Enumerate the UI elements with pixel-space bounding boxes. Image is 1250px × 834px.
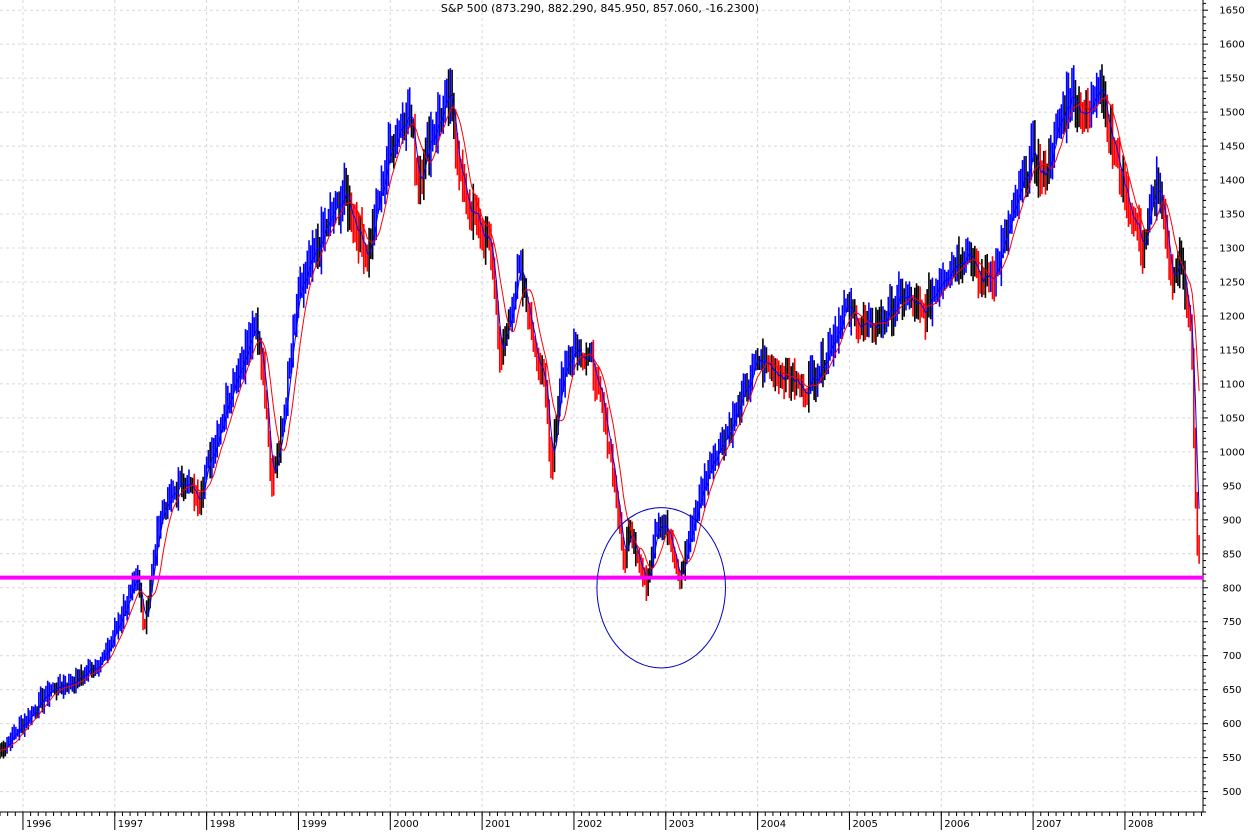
y-tick-label: 550 — [1222, 753, 1241, 764]
y-tick-label: 1550 — [1219, 74, 1244, 85]
x-axis: 1996 1997 1998 1999 2000 2001 2002 2003 2004 2005… — [0, 811, 1203, 830]
y-tick-label: 500 — [1222, 787, 1241, 798]
x-tick-label: 2002 — [577, 819, 602, 830]
moving-averages — [0, 88, 1200, 752]
x-tick-label: 2006 — [944, 819, 969, 830]
y-tick-label: 1500 — [1219, 108, 1244, 119]
y-tick-label: 1000 — [1219, 447, 1244, 458]
y-tick-label: 1600 — [1219, 40, 1244, 51]
moving-average-line — [0, 88, 1200, 752]
y-tick-label: 600 — [1222, 719, 1241, 730]
y-tick-label: 1050 — [1219, 413, 1244, 424]
x-tick-label: 1997 — [118, 819, 143, 830]
highlight-ellipse — [596, 507, 726, 669]
x-tick-label: 1998 — [210, 819, 235, 830]
y-tick-label: 850 — [1222, 549, 1241, 560]
y-tick-label: 1350 — [1219, 210, 1244, 221]
grid-lines — [0, 0, 1203, 812]
y-tick-label: 950 — [1222, 481, 1241, 492]
y-tick-label: 700 — [1222, 651, 1241, 662]
annotations — [0, 507, 1203, 669]
y-tick-label: 650 — [1222, 685, 1241, 696]
y-tick-label: 1250 — [1219, 277, 1244, 288]
x-tick-label: 1999 — [301, 819, 326, 830]
y-tick-label: 1150 — [1219, 345, 1244, 356]
moving-average-line — [0, 96, 1200, 752]
chart-title: S&P 500 (873.290, 882.290, 845.950, 857.… — [440, 2, 760, 15]
y-tick-label: 1100 — [1219, 379, 1244, 390]
x-tick-label: 2003 — [669, 819, 694, 830]
x-tick-label: 2001 — [485, 819, 510, 830]
x-tick-label: 2000 — [393, 819, 418, 830]
x-tick-label: 2004 — [761, 819, 786, 830]
y-tick-label: 1650 — [1219, 6, 1244, 17]
x-tick-label: 2007 — [1036, 819, 1061, 830]
y-tick-label: 1400 — [1219, 176, 1244, 187]
y-tick-label: 800 — [1222, 583, 1241, 594]
x-tick-label: 2005 — [852, 819, 877, 830]
y-tick-label: 1300 — [1219, 244, 1244, 255]
y-tick-label: 750 — [1222, 617, 1241, 628]
y-axis: 500 550 600 650 700 750 800 850 900 950 1000 1050 11… — [1202, 0, 1245, 813]
x-tick-label: 2008 — [1128, 819, 1153, 830]
y-tick-label: 1450 — [1219, 142, 1244, 153]
y-tick-label: 900 — [1222, 515, 1241, 526]
y-tick-label: 1200 — [1219, 311, 1244, 322]
x-tick-label: 1996 — [26, 819, 51, 830]
